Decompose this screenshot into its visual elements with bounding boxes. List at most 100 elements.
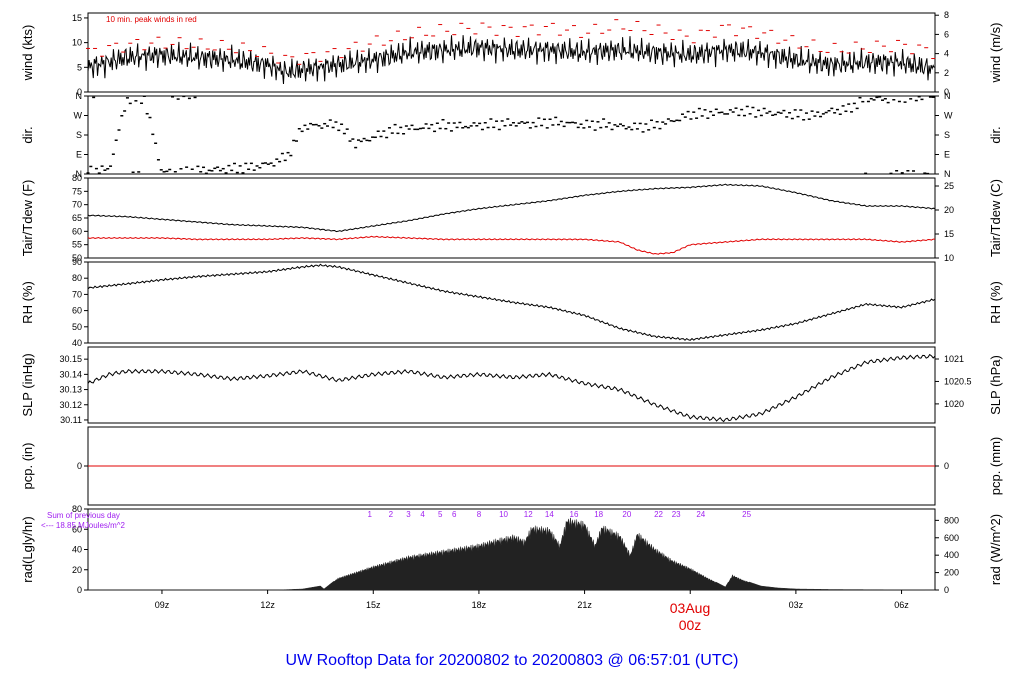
wind-ylabel-left: wind (kts) — [20, 25, 35, 82]
date-sublabel: 00z — [679, 617, 702, 633]
temp-ytick-label: 75 — [72, 186, 82, 196]
time-tick-label: 09z — [155, 600, 170, 610]
dir-ytick-right-label: N — [944, 91, 951, 101]
rad-ytick-right-label: 0 — [944, 585, 949, 595]
wind-ytick-right-label: 8 — [944, 10, 949, 20]
rad-hour-mark: 5 — [438, 510, 443, 519]
slp-ytick-right-label: 1020.5 — [944, 376, 972, 386]
rad-hour-mark: 24 — [696, 510, 705, 519]
dir-ytick-label: N — [76, 169, 83, 179]
rad-hour-mark: 8 — [477, 510, 482, 519]
panel-temp: 50 55 60 65 70 75 80 10 15 20 25 Tair/Tdew (F) Tair/… — [20, 173, 1003, 263]
dir-ylabel-right: dir. — [988, 126, 1003, 143]
slp-ytick-right-label: 1020 — [944, 399, 964, 409]
temp-ytick-label: 70 — [72, 200, 82, 210]
rh-ytick-label: 80 — [72, 273, 82, 283]
slp-ytick-label: 30.13 — [59, 385, 82, 395]
time-axis: 09z 12z 15z 18z 21z 03z 06z — [155, 590, 909, 610]
slp-ylabel-right: SLP (hPa) — [988, 355, 1003, 415]
slp-ytick-right-label: 1021 — [944, 354, 964, 364]
pcp-ylabel-left: pcp. (in) — [20, 443, 35, 490]
rad-ytick-right-label: 200 — [944, 568, 959, 578]
panel-wind: 0 5 10 15 0 2 4 6 8 wind (kts) wind (m/s) 10 min. p… — [20, 10, 1003, 97]
panel-pcp: 0 0 pcp. (in) pcp. (mm) — [20, 426, 1003, 506]
rad-hour-mark: 3 — [406, 510, 411, 519]
dir-ytick-label: S — [76, 130, 82, 140]
rad-hour-mark: 1 — [368, 510, 373, 519]
rh-ytick-label: 90 — [72, 257, 82, 267]
time-tick-label: 06z — [894, 600, 909, 610]
rad-hour-mark: 12 — [524, 510, 533, 519]
wind-ylabel-right: wind (m/s) — [988, 23, 1003, 84]
rad-ytick-right-label: 800 — [944, 515, 959, 525]
temp-ytick-right-label: 20 — [944, 205, 954, 215]
dir-ytick-label: W — [74, 111, 83, 121]
dir-ytick-label: E — [76, 150, 82, 160]
wind-frame — [87, 12, 936, 93]
rad-annotation-2: <--- 18.85 MJoules/m^2 — [41, 521, 126, 530]
slp-ytick-label: 30.14 — [59, 369, 82, 379]
wind-series-0 — [87, 35, 935, 85]
radiation-area — [88, 517, 935, 591]
slp-frame — [87, 346, 936, 424]
rad-hour-mark: 20 — [622, 510, 631, 519]
panel-rh: 40 50 60 70 80 90 RH (%) RH (%) — [20, 257, 1003, 348]
temp-ytick-right-label: 10 — [944, 253, 954, 263]
footer-title: UW Rooftop Data for 20200802 to 20200803… — [286, 652, 739, 669]
rh-ytick-label: 40 — [72, 338, 82, 348]
wind-ytick-label: 10 — [72, 38, 82, 48]
rh-ytick-label: 50 — [72, 322, 82, 332]
slp-ylabel-left: SLP (inHg) — [20, 353, 35, 416]
rad-hour-mark: 23 — [672, 510, 681, 519]
temp-frame — [87, 177, 936, 259]
rad-annotation-1: Sum of previous day — [47, 511, 120, 520]
rad-hour-mark: 14 — [545, 510, 554, 519]
wind-ytick-label: 0 — [77, 87, 82, 97]
rad-hour-mark: 16 — [570, 510, 579, 519]
time-tick-label: 18z — [472, 600, 487, 610]
temp-ytick-label: 80 — [72, 173, 82, 183]
temp-ytick-right-label: 15 — [944, 229, 954, 239]
rh-ytick-label: 70 — [72, 289, 82, 299]
wind-ytick-label: 15 — [72, 13, 82, 23]
temp-ylabel-right: Tair/Tdew (C) — [988, 179, 1003, 257]
wind-ytick-right-label: 6 — [944, 29, 949, 39]
dir-ytick-right-label: E — [944, 150, 950, 160]
wind-ytick-right-label: 4 — [944, 49, 949, 59]
dir-ytick-right-label: S — [944, 130, 950, 140]
rad-ylabel-left: rad(Lgly/hr) — [20, 516, 35, 582]
temp-ylabel-left: Tair/Tdew (F) — [20, 180, 35, 257]
slp-ytick-label: 30.11 — [60, 415, 82, 425]
dir-ytick-label: N — [76, 91, 83, 101]
rad-hour-mark: 25 — [742, 510, 751, 519]
wind-annotation: 10 min. peak winds in red — [106, 15, 197, 24]
slp-ytick-label: 30.15 — [59, 354, 82, 364]
pcp-ylabel-right: pcp. (mm) — [988, 437, 1003, 496]
rad-hour-mark: 10 — [499, 510, 508, 519]
rad-ytick-label: 40 — [72, 545, 82, 555]
rh-ylabel-left: RH (%) — [20, 281, 35, 324]
temp-ytick-label: 65 — [72, 213, 82, 223]
slp-ytick-label: 30.12 — [59, 400, 82, 410]
time-tick-label: 21z — [577, 600, 592, 610]
pcp-ytick-label: 0 — [77, 461, 82, 471]
temp-ytick-label: 60 — [72, 226, 82, 236]
rad-hour-mark: 18 — [594, 510, 603, 519]
dir-ytick-right-label: W — [944, 111, 953, 121]
temp-series-1 — [87, 235, 935, 255]
pcp-ytick-right-label: 0 — [944, 461, 949, 471]
temp-series-0 — [87, 183, 936, 233]
time-tick-label: 15z — [366, 600, 381, 610]
rh-ylabel-right: RH (%) — [988, 281, 1003, 324]
rad-ytick-label: 60 — [72, 524, 82, 534]
time-tick-label: 12z — [260, 600, 275, 610]
dir-ylabel-left: dir. — [20, 126, 35, 143]
rad-hour-mark: 22 — [654, 510, 663, 519]
time-tick-label: 03z — [789, 600, 804, 610]
wind-ytick-right-label: 2 — [944, 68, 949, 78]
rad-hour-mark: 6 — [452, 510, 457, 519]
rh-series-0 — [87, 263, 936, 341]
